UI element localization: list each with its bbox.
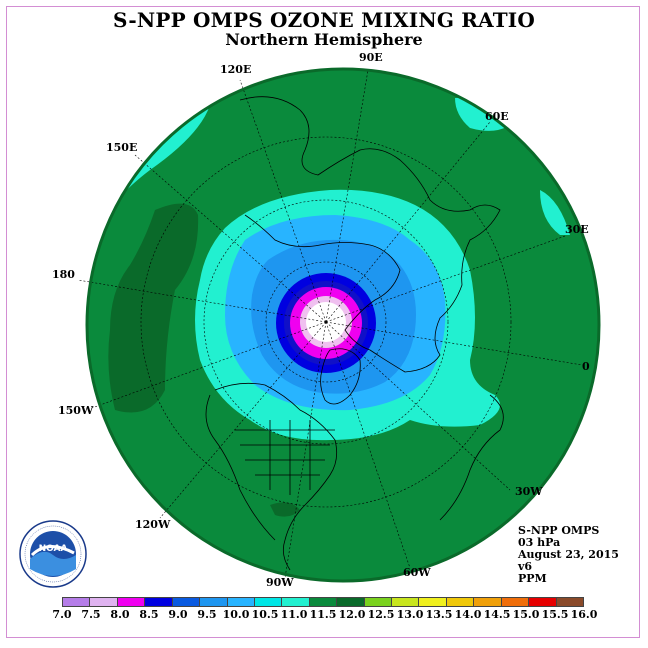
colorbar-tick-label: 14.5 [483, 608, 511, 621]
colorbar-segment [419, 598, 447, 606]
colorbar-segment [474, 598, 502, 606]
colorbar-tick-label: 11.0 [280, 608, 308, 621]
colorbar-tick-label: 11.5 [309, 608, 337, 621]
colorbar-segment [392, 598, 420, 606]
colorbar-tick-label: 8.0 [110, 608, 130, 621]
lon-label-150w: 150W [58, 404, 94, 417]
colorbar-segment [145, 598, 173, 606]
colorbar-tick-label: 13.5 [425, 608, 453, 621]
lon-label-90w: 90W [266, 576, 294, 589]
colorbar-tick-label: 7.5 [81, 608, 101, 621]
lon-label-30w: 30W [515, 485, 543, 498]
colorbar-tick-label: 9.0 [168, 608, 188, 621]
colorbar [62, 597, 584, 607]
globe-outline [85, 67, 601, 583]
colorbar-tick-labels: 7.0 7.5 8.0 8.5 9.0 9.5 10.0 10.5 11.0 11.5 12.0 12… [52, 608, 597, 622]
info-level: 03 hPa [518, 536, 561, 549]
noaa-logo: NOAA [19, 520, 87, 588]
info-version: v6 [518, 560, 533, 573]
band-11-0-edge-e [540, 190, 570, 235]
colorbar-segment [172, 598, 201, 606]
colorbar-tick-label: 10.0 [222, 608, 250, 621]
colorbar-tick-label: 10.5 [251, 608, 279, 621]
band-12-0-west [108, 203, 199, 413]
lon-label-60w: 60W [403, 566, 431, 579]
colorbar-tick-label: 16.0 [570, 608, 598, 621]
colorbar-segment [227, 598, 255, 606]
info-date: August 23, 2015 [518, 548, 619, 561]
band-12-0-south [270, 502, 300, 517]
figure-frame [6, 6, 640, 638]
noaa-logo-text: NOAA [39, 544, 68, 554]
colorbar-segment [200, 598, 228, 606]
lon-label-90e: 90E [359, 51, 383, 64]
colorbar-tick-label: 14.0 [454, 608, 482, 621]
lon-label-180: 180 [52, 268, 75, 281]
colorbar-segment [282, 598, 310, 606]
colorbar-segment [364, 598, 393, 606]
latitude-circles [140, 136, 512, 508]
colorbar-segment [117, 598, 146, 606]
info-units: PPM [518, 572, 547, 585]
lon-label-150e: 150E [106, 141, 138, 154]
colorbar-tick-label: 12.5 [367, 608, 395, 621]
colorbar-segment [63, 598, 91, 606]
colorbar-tick-label: 15.5 [541, 608, 569, 621]
lon-label-0: 0 [582, 360, 590, 373]
info-panel: S-NPP OMPS 03 hPa August 23, 2015 v6 PPM [518, 525, 619, 585]
chart-title: S-NPP OMPS OZONE MIXING RATIO [113, 8, 535, 32]
colorbar-tick-label: 12.0 [338, 608, 366, 621]
lon-label-30e: 30E [565, 223, 589, 236]
lon-label-120e: 120E [220, 63, 252, 76]
colorbar-segment [309, 598, 338, 606]
colorbar-tick-label: 8.5 [139, 608, 159, 621]
lon-label-120w: 120W [135, 518, 171, 531]
colorbar-segment [446, 598, 475, 606]
colorbar-tick-label: 13.0 [396, 608, 424, 621]
colorbar-tick-label: 7.0 [52, 608, 72, 621]
ozone-field [87, 69, 599, 581]
colorbar-segment [90, 598, 118, 606]
colorbar-segment [556, 598, 584, 606]
meridian-lines [77, 69, 583, 579]
lon-label-60e: 60E [485, 110, 509, 123]
coastlines [205, 96, 504, 571]
colorbar-tick-label: 9.5 [197, 608, 217, 621]
chart-subtitle: Northern Hemisphere [225, 30, 423, 49]
colorbar-segment [254, 598, 283, 606]
colorbar-segment [501, 598, 530, 606]
colorbar-segment [337, 598, 365, 606]
colorbar-tick-label: 15.0 [512, 608, 540, 621]
band-11-0-edge-ne [455, 97, 510, 131]
info-instrument: S-NPP OMPS [518, 524, 600, 537]
colorbar-segment [529, 598, 557, 606]
